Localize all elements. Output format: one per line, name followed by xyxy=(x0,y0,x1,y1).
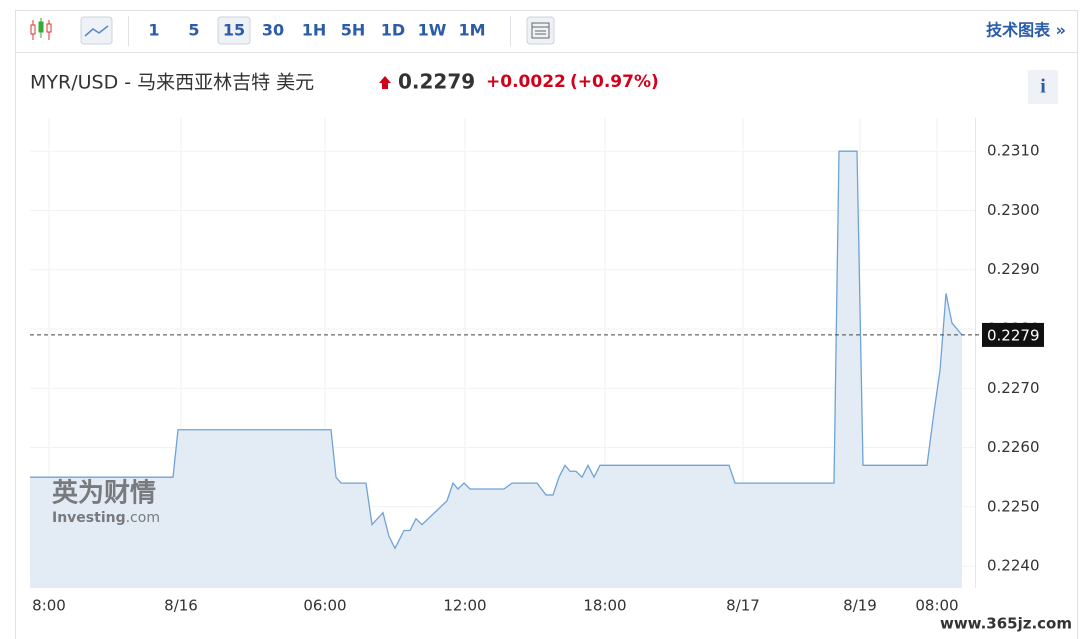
interval-button[interactable]: 1M xyxy=(458,21,485,40)
y-tick-label: 0.2250 xyxy=(987,497,1040,515)
up-arrow xyxy=(379,76,391,89)
x-tick-label: 8:00 xyxy=(32,597,66,615)
y-tick-label: 0.2260 xyxy=(987,438,1040,456)
change: +0.0022 xyxy=(486,72,566,92)
site-watermark: www.365jz.com xyxy=(940,615,1072,633)
active-interval-bg xyxy=(217,16,251,45)
line-icon[interactable] xyxy=(80,16,113,45)
watermark-en-suffix: .com xyxy=(126,510,160,526)
x-tick-label: 8/17 xyxy=(726,597,760,615)
x-tick-label: 08:00 xyxy=(915,597,958,615)
x-tick-label: 06:00 xyxy=(303,597,346,615)
y-tick-label: 0.2310 xyxy=(987,142,1040,160)
x-tick-label: 8/16 xyxy=(164,597,198,615)
y-tick-label: 0.2270 xyxy=(987,379,1040,397)
tech-chart-link[interactable]: 技术图表 » xyxy=(986,21,1066,40)
info-label[interactable]: i xyxy=(1040,76,1046,98)
interval-button[interactable]: 5H xyxy=(341,21,366,40)
watermark-en-main: Investing xyxy=(52,510,126,526)
interval-button[interactable]: 1D xyxy=(381,21,405,40)
price: 0.2279 xyxy=(398,70,475,94)
y-tick-label: 0.2300 xyxy=(987,201,1040,219)
plot-area: 8:00 8/16 06:00 12:00 18:00 8/17 8/19 08:00 0.22… xyxy=(30,118,1044,615)
change-pct: (+0.97%) xyxy=(570,72,659,92)
candle-icon[interactable] xyxy=(30,18,52,40)
x-tick-label: 18:00 xyxy=(583,597,626,615)
area-fill xyxy=(30,151,962,588)
watermark-en: Investing.com xyxy=(52,510,160,526)
interval-button[interactable]: 1 xyxy=(148,21,159,40)
price-line xyxy=(30,150,963,550)
interval-button[interactable]: 1W xyxy=(418,21,447,40)
last-value-box xyxy=(982,322,1044,347)
interval-button[interactable]: 1H xyxy=(302,21,327,40)
last-value-label: 0.2279 xyxy=(987,326,1040,344)
interval-button[interactable]: 5 xyxy=(188,21,199,40)
info-button[interactable] xyxy=(1028,70,1058,104)
x-tick-label: 12:00 xyxy=(443,597,486,615)
x-tick-label: 8/19 xyxy=(843,597,877,615)
interval-button[interactable]: 15 xyxy=(223,21,245,40)
watermark-cn: 英为财情 xyxy=(52,479,156,509)
y-tick-label: 0.2290 xyxy=(987,260,1040,278)
interval-button[interactable]: 30 xyxy=(262,21,284,40)
table-icon[interactable] xyxy=(526,16,555,45)
y-tick-label: 0.2240 xyxy=(987,557,1040,575)
interval-group: 1 5 15 30 1H 5H 1D 1W 1M xyxy=(148,16,486,45)
pair-title: MYR/USD - 马来西亚林吉特 美元 xyxy=(30,72,314,94)
